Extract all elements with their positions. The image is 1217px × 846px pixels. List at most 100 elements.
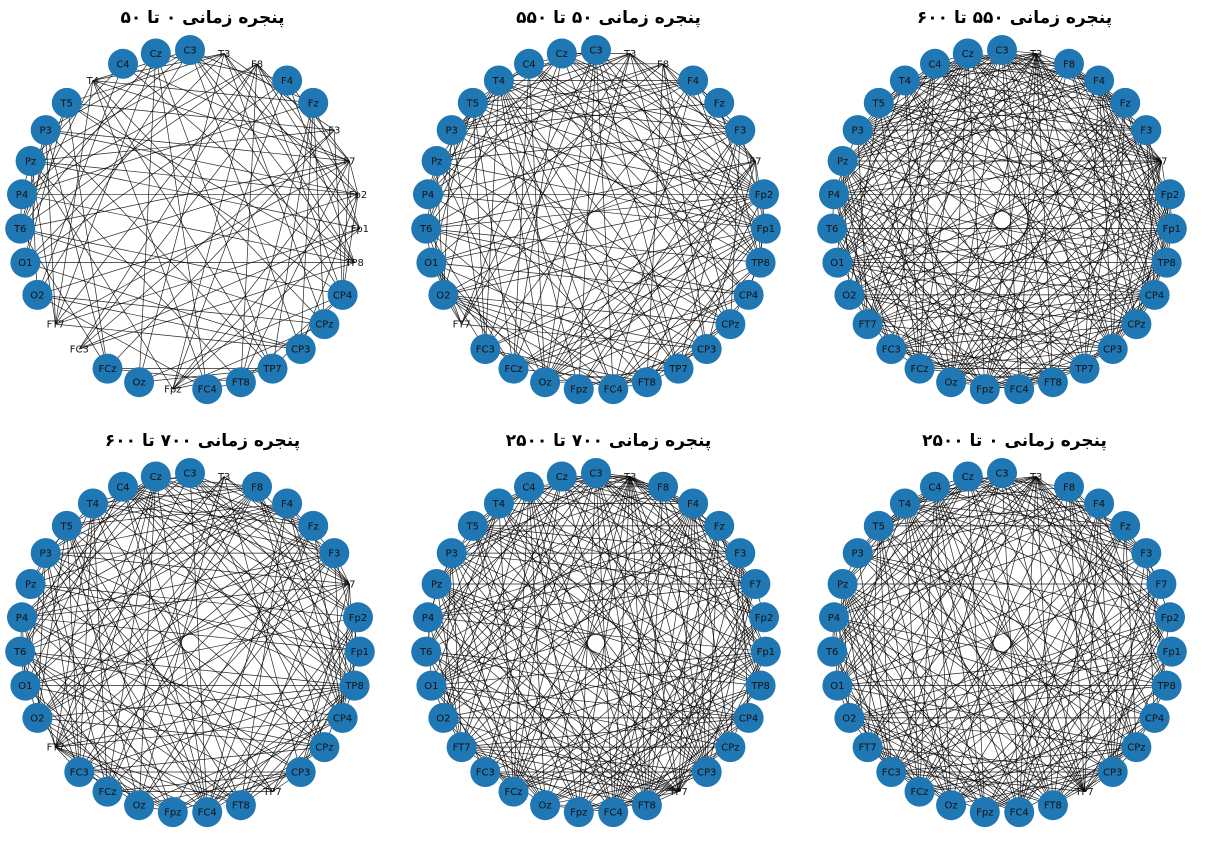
edge-F3-T5 — [472, 102, 741, 131]
node-marker-T4 — [483, 488, 514, 519]
edge-C3-T4 — [92, 49, 191, 81]
edge-F4-Pz — [30, 503, 288, 585]
edge-F7-CP4 — [342, 160, 350, 295]
edge-C3-FC3 — [890, 472, 1003, 773]
edge-P4-Cz — [833, 476, 969, 618]
node-marker-FCz — [498, 776, 529, 807]
edge-FCz-Pz — [842, 160, 920, 369]
node-label-CPz: CPz — [315, 320, 333, 331]
node-CP3: CP3 — [691, 757, 722, 787]
node-marker-CP4 — [1139, 702, 1170, 733]
edge-F7-FT8 — [646, 583, 756, 806]
node-marker-FT7 — [446, 732, 477, 763]
node-T6: T6 — [817, 213, 848, 244]
edge-F7-Cz — [967, 53, 1162, 162]
edge-TP8-T6 — [426, 651, 761, 686]
edge-C3-CP3 — [595, 472, 708, 773]
edge-Fp1-T4 — [498, 80, 766, 229]
edge-Fp2-CP4 — [1154, 617, 1171, 718]
edge-group — [19, 472, 361, 813]
edge-T5-Cz — [878, 53, 968, 104]
edge-Fp2-FC4 — [1018, 617, 1171, 813]
edge-F8-FC3 — [79, 63, 258, 350]
node-label-FC3: FC3 — [882, 768, 901, 779]
edge-O2-Cz — [849, 53, 969, 296]
node-marker-T6 — [411, 636, 442, 667]
node-label-F7: F7 — [1155, 157, 1167, 168]
edge-F3-P4 — [427, 552, 741, 618]
node-CP4: CP4 — [327, 279, 358, 310]
edge-CP3-Cz — [561, 476, 708, 773]
node-FCz: FCz — [904, 353, 935, 384]
edge-F7-FT7 — [55, 160, 350, 325]
node-F7: F7 — [343, 580, 355, 591]
edge-C3-Fp2 — [595, 472, 765, 618]
edge-TP8-T5 — [878, 102, 1167, 263]
node-Fp1: Fp1 — [750, 213, 781, 244]
node-marker-T4 — [483, 65, 514, 96]
edge-FC4-T4 — [904, 503, 1020, 813]
node-label-Fpz: Fpz — [976, 808, 993, 819]
edge-CP3-P3 — [451, 552, 707, 773]
edge-Fp1-CPz — [730, 651, 767, 748]
node-marker-FC3 — [470, 334, 501, 364]
edge-F3-T4 — [92, 503, 335, 554]
edge-FC4-P4 — [833, 617, 1020, 813]
node-label-Cz: Cz — [556, 472, 568, 483]
edge-CP3-P4 — [833, 616, 1113, 773]
node-TP8: TP8 — [344, 258, 364, 269]
edge-Oz-T4 — [904, 80, 952, 383]
node-O2: O2 — [428, 702, 459, 733]
edge-TP7-Fpz — [172, 368, 273, 390]
edge-Fz-CP3 — [300, 102, 314, 350]
node-label-F8: F8 — [251, 59, 263, 70]
node-label-TP7: TP7 — [262, 364, 282, 375]
node-T4: T4 — [86, 76, 99, 87]
edge-Fp2-Cz — [155, 476, 359, 618]
node-Fz: Fz — [704, 87, 735, 118]
node-CP3: CP3 — [691, 334, 722, 364]
node-marker-CP3 — [285, 334, 316, 364]
node-label-FT7: FT7 — [859, 320, 877, 331]
edge-O2-Cz — [849, 476, 969, 719]
node-label-O1: O1 — [830, 681, 844, 692]
edge-Oz-FT7 — [55, 746, 140, 806]
node-marker-TP8 — [339, 670, 370, 701]
node-label-TP8: TP8 — [344, 681, 364, 692]
edge-Fp1-C4 — [122, 486, 360, 652]
node-FC3: FC3 — [470, 334, 501, 364]
node-label-TP8: TP8 — [750, 258, 770, 269]
node-label-Cz: Cz — [962, 49, 974, 60]
node-label-T3: T3 — [1029, 49, 1042, 60]
node-label-P4: P4 — [422, 190, 434, 201]
edge-T3-CP3 — [223, 476, 302, 773]
edge-FC4-Cz — [155, 476, 208, 813]
edge-TP7-FT7 — [461, 746, 679, 792]
node-FT7: FT7 — [453, 320, 471, 331]
edge-C3-CP4 — [189, 49, 343, 296]
node-marker-T4 — [77, 488, 108, 519]
edge-C3-P4 — [833, 472, 1003, 618]
edge-TP7-O1 — [431, 262, 679, 369]
edge-F8-Cz — [967, 476, 1070, 488]
edge-F3-Cz — [967, 476, 1147, 554]
node-O1: O1 — [416, 247, 447, 278]
edge-F7-Cz — [561, 476, 756, 585]
node-P3: P3 — [842, 115, 873, 146]
edge-CP4-P4 — [833, 616, 1155, 719]
node-label-CPz: CPz — [721, 320, 739, 331]
node-FT7: FT7 — [446, 732, 477, 763]
network-panel-5: پنجره زمانی ۷۰۰ تا ۲۵۰۰ C3 T3 F8 F4 Fz F3 F7 Fp… — [406, 423, 811, 846]
node-label-FT8: FT8 — [638, 801, 656, 812]
edge-TP7-O1 — [431, 685, 679, 792]
node-label-Fp2: Fp2 — [349, 613, 367, 624]
node-label-T3: T3 — [1029, 472, 1042, 483]
edge-TP7-T5 — [878, 525, 1085, 792]
edge-Fz-CP3 — [706, 525, 720, 773]
node-FT7: FT7 — [47, 743, 65, 754]
node-marker-C4 — [108, 48, 138, 79]
edge-Oz-T5 — [878, 525, 952, 806]
edge-F3-FC4 — [612, 552, 741, 813]
node-label-Oz: Oz — [539, 801, 552, 812]
edge-TP7-O2 — [443, 294, 679, 369]
